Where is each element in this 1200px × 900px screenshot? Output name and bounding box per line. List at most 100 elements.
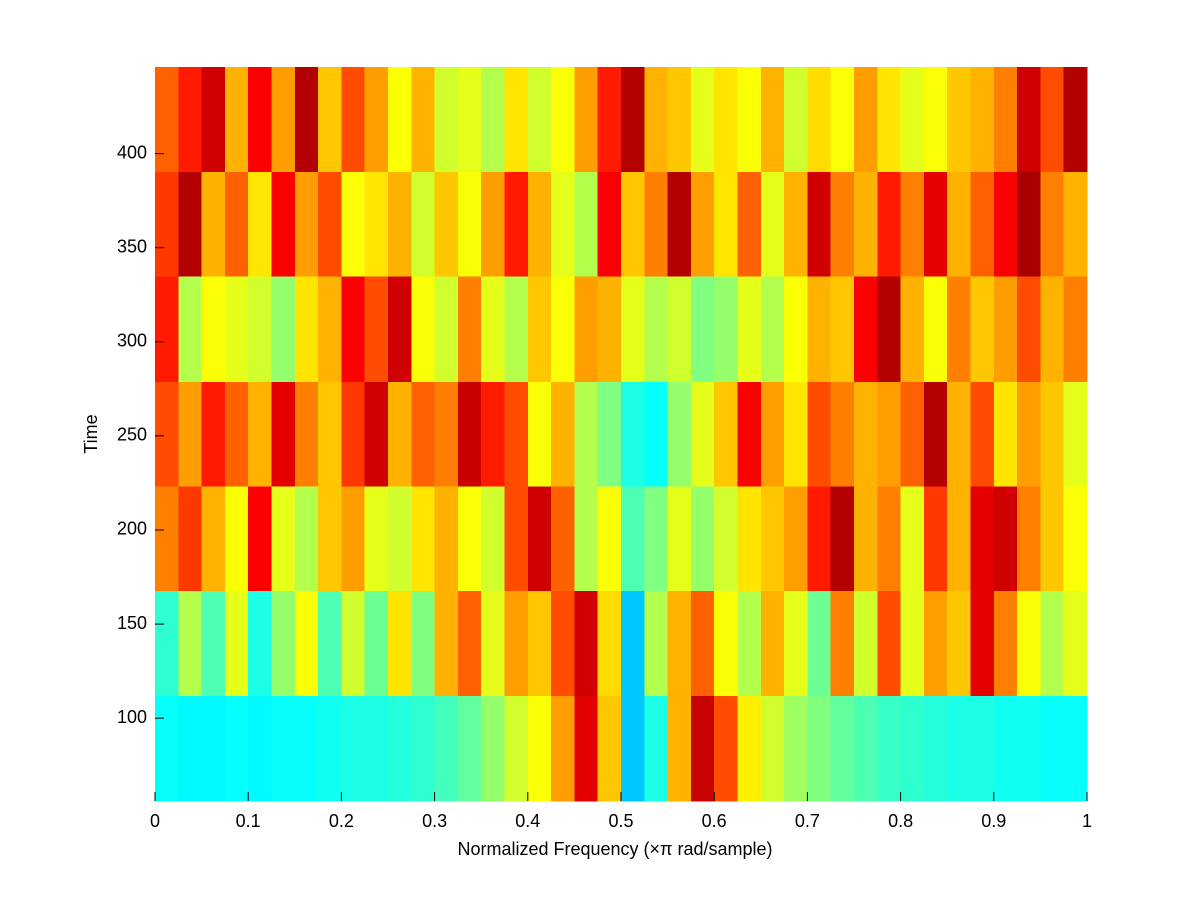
heatmap-cell <box>481 171 506 277</box>
heatmap-cell <box>784 275 808 382</box>
heatmap-cell <box>341 485 366 591</box>
heatmap-cell <box>434 590 459 697</box>
heatmap-cell <box>178 67 203 173</box>
heatmap-cell <box>294 171 319 277</box>
heatmap-cell <box>1063 695 1088 802</box>
heatmap-cell <box>294 381 319 487</box>
heatmap-cell <box>527 590 552 697</box>
heatmap-cell <box>923 381 948 487</box>
heatmap-cell <box>318 275 342 382</box>
heatmap-cell <box>201 171 226 277</box>
heatmap-cell <box>807 485 832 591</box>
heatmap-cell <box>760 171 785 277</box>
heatmap-cell <box>504 590 529 697</box>
heatmap-cell <box>690 695 715 802</box>
x-tick-label: 1 <box>1082 811 1092 831</box>
heatmap-cell <box>993 171 1018 277</box>
heatmap-cell <box>970 275 995 382</box>
heatmap-cell <box>201 275 226 382</box>
heatmap-cell <box>854 171 878 277</box>
heatmap-cell <box>621 485 645 591</box>
heatmap-cell <box>1040 381 1065 487</box>
heatmap-cell <box>854 485 878 591</box>
heatmap-cell <box>923 485 948 591</box>
heatmap-cell <box>341 67 366 173</box>
heatmap-cell <box>318 485 342 591</box>
heatmap-cell <box>830 275 855 382</box>
heatmap-cell <box>807 695 832 802</box>
heatmap-cell <box>388 485 412 591</box>
x-tick-label: 0.7 <box>795 811 820 831</box>
y-tick-label: 100 <box>117 707 147 727</box>
heatmap-cell <box>970 171 995 277</box>
heatmap-cell <box>155 171 179 277</box>
heatmap-cell <box>178 695 203 802</box>
x-tick-label: 0.8 <box>888 811 913 831</box>
heatmap-cell <box>830 590 855 697</box>
heatmap-cell <box>900 67 925 173</box>
heatmap-cell <box>411 275 436 382</box>
heatmap-cell <box>621 275 645 382</box>
heatmap-cell <box>1017 485 1041 591</box>
heatmap-cell <box>923 275 948 382</box>
heatmap-cell <box>597 171 622 277</box>
heatmap-cell <box>970 590 995 697</box>
heatmap-cell <box>690 590 715 697</box>
heatmap-cell <box>224 695 249 802</box>
heatmap-cell <box>388 590 412 697</box>
heatmap-cell <box>993 67 1018 173</box>
heatmap-cell <box>155 590 179 697</box>
heatmap-cell <box>830 695 855 802</box>
heatmap-cell <box>644 275 669 382</box>
y-tick-label: 400 <box>117 142 147 162</box>
heatmap-cell <box>201 381 226 487</box>
heatmap-cell <box>993 590 1018 697</box>
heatmap-cell <box>457 485 482 591</box>
heatmap-cell <box>248 275 273 382</box>
heatmap-cell <box>364 485 389 591</box>
heatmap-cell <box>1040 275 1065 382</box>
heatmap-cell <box>248 695 273 802</box>
heatmap-cell <box>737 67 762 173</box>
heatmap-cell <box>434 171 459 277</box>
heatmap-cell <box>877 590 902 697</box>
heatmap-cell <box>1063 171 1088 277</box>
heatmap-cell <box>667 275 692 382</box>
heatmap-cell <box>294 590 319 697</box>
heatmap-cell <box>434 695 459 802</box>
heatmap-cell <box>411 590 436 697</box>
heatmap-cell <box>551 485 575 591</box>
y-tick-label: 250 <box>117 425 147 445</box>
heatmap-cell <box>597 381 622 487</box>
heatmap-cell <box>760 67 785 173</box>
heatmap-cell <box>644 590 669 697</box>
heatmap-cell <box>481 67 506 173</box>
y-tick-label: 150 <box>117 613 147 633</box>
heatmap-cell <box>388 275 412 382</box>
heatmap-cell <box>760 485 785 591</box>
heatmap-cell <box>341 275 366 382</box>
heatmap-cell <box>411 485 436 591</box>
heatmap-cell <box>271 485 296 591</box>
heatmap-cell <box>597 485 622 591</box>
heatmap-cell <box>248 485 273 591</box>
heatmap-cell <box>574 485 599 591</box>
heatmap-cell <box>224 67 249 173</box>
heatmap-cell <box>248 67 273 173</box>
heatmap-cell <box>434 275 459 382</box>
heatmap-cell <box>411 695 436 802</box>
heatmap-cell <box>178 275 203 382</box>
heatmap-cell <box>807 381 832 487</box>
heatmap-cell <box>1040 67 1065 173</box>
heatmap-cell <box>201 695 226 802</box>
heatmap-cell <box>830 485 855 591</box>
heatmap-cell <box>248 381 273 487</box>
heatmap-cell <box>411 381 436 487</box>
heatmap-cell <box>364 695 389 802</box>
heatmap-cell <box>854 67 878 173</box>
heatmap-cell <box>504 695 529 802</box>
heatmap-cell <box>690 67 715 173</box>
heatmap-cell <box>830 381 855 487</box>
heatmap-cell <box>155 275 179 382</box>
